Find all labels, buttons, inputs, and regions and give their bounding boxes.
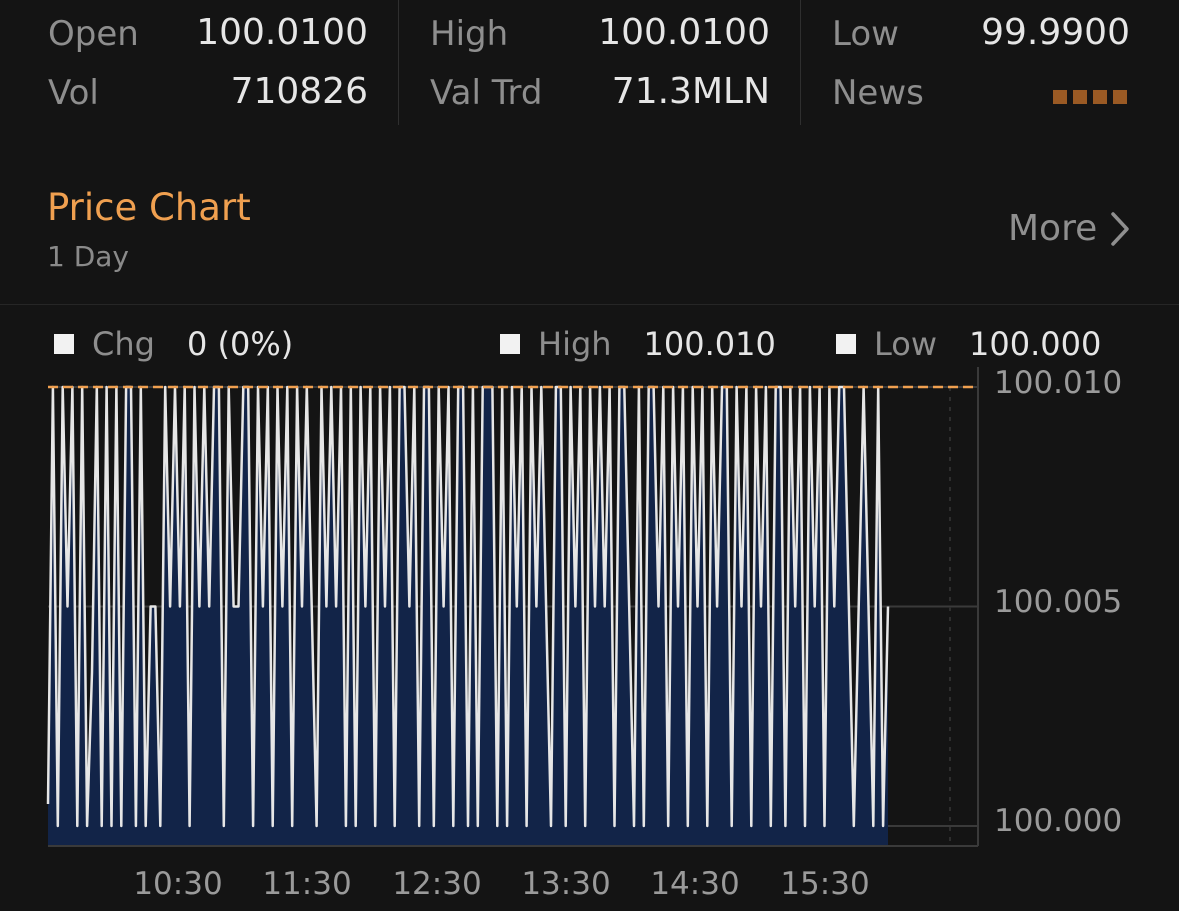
price-chart-title: Price Chart xyxy=(47,186,251,229)
section-divider xyxy=(0,304,1179,305)
price-chart[interactable] xyxy=(0,360,1179,860)
news-block xyxy=(1093,90,1107,104)
chevron-right-icon xyxy=(1111,211,1129,246)
legend-chg-value: 0 (0%) xyxy=(186,325,294,363)
chart-period: 1 Day xyxy=(47,240,130,273)
news-label[interactable]: News xyxy=(832,73,924,113)
price-area-fill xyxy=(48,387,888,846)
low-value: 99.9900 xyxy=(981,12,1130,53)
legend-low: Low 100.000 xyxy=(836,325,1101,363)
legend-swatch xyxy=(500,334,520,354)
legend-chg-label: Chg xyxy=(92,325,155,363)
y-tick-label: 100.010 xyxy=(994,365,1123,401)
news-block xyxy=(1073,90,1087,104)
quote-stats: Open 100.0100 Vol 710826 High 100.0100 V… xyxy=(0,0,1179,130)
x-tick-label: 13:30 xyxy=(521,866,611,902)
legend-high-value: 100.010 xyxy=(643,325,776,363)
news-block xyxy=(1053,90,1067,104)
more-button[interactable]: More xyxy=(1008,208,1131,249)
x-tick-label: 10:30 xyxy=(133,866,223,902)
high-label: High xyxy=(430,14,509,54)
stats-divider xyxy=(398,0,399,125)
legend-swatch xyxy=(54,334,74,354)
x-tick-label: 15:30 xyxy=(780,866,870,902)
x-tick-label: 11:30 xyxy=(262,866,352,902)
legend-low-value: 100.000 xyxy=(969,325,1102,363)
news-indicator[interactable] xyxy=(1053,90,1127,104)
legend-chg: Chg 0 (0%) xyxy=(54,325,293,363)
y-tick-label: 100.005 xyxy=(994,584,1123,620)
open-label: Open xyxy=(48,14,139,54)
legend-swatch xyxy=(836,334,856,354)
legend-low-label: Low xyxy=(874,325,938,363)
price-line xyxy=(46,385,890,828)
valtrd-label: Val Trd xyxy=(430,73,543,113)
y-tick-label: 100.000 xyxy=(994,803,1123,839)
stats-divider xyxy=(800,0,801,125)
high-value: 100.0100 xyxy=(598,12,770,53)
news-block xyxy=(1113,90,1127,104)
valtrd-value: 71.3MLN xyxy=(611,71,770,112)
vol-label: Vol xyxy=(48,73,99,113)
x-tick-label: 12:30 xyxy=(392,866,482,902)
x-tick-label: 14:30 xyxy=(650,866,740,902)
low-label: Low xyxy=(832,14,899,54)
legend-high: High 100.010 xyxy=(500,325,776,363)
open-value: 100.0100 xyxy=(196,12,368,53)
vol-value: 710826 xyxy=(230,71,368,112)
legend-high-label: High xyxy=(538,325,612,363)
more-label: More xyxy=(1008,208,1098,249)
